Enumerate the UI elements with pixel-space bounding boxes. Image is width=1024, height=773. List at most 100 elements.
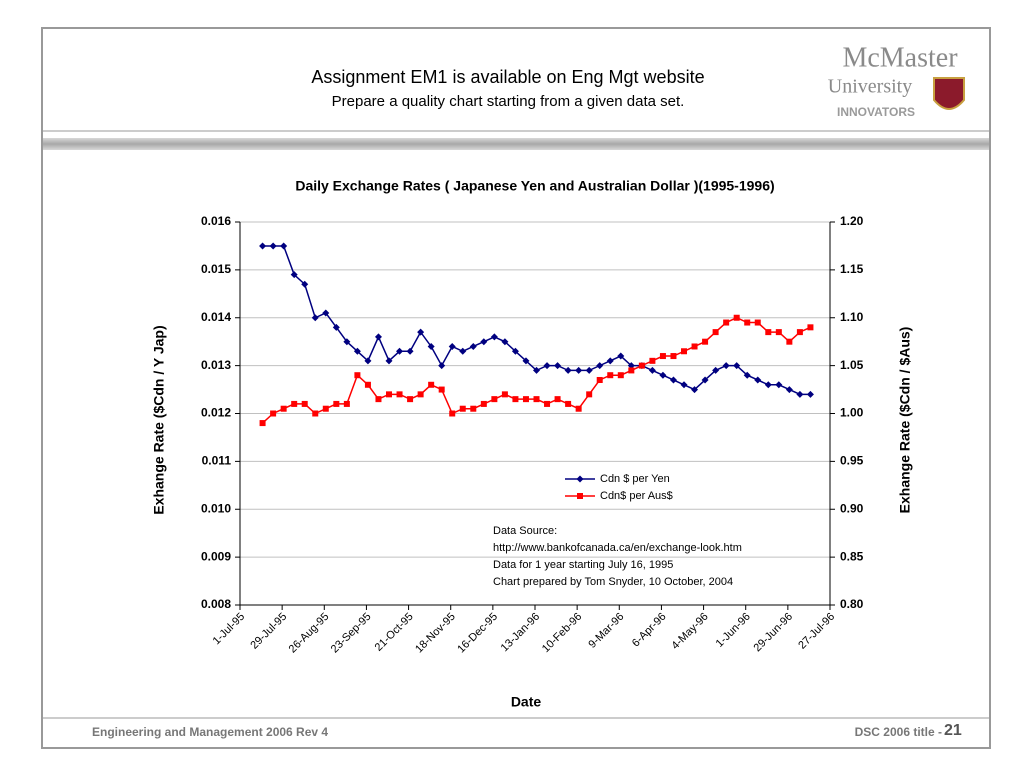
y2-axis-label: Exhange Rate ($Cdn / $Aus) — [897, 327, 913, 514]
point — [449, 410, 456, 417]
point — [617, 352, 625, 360]
point — [669, 376, 677, 384]
point — [764, 381, 772, 389]
point — [796, 390, 804, 398]
point — [490, 333, 498, 341]
point — [680, 381, 688, 389]
y2-tick-label: 0.90 — [840, 501, 864, 515]
point — [649, 357, 656, 364]
y-axis-label: Exhange Rate ($Cdn / Y Jap) — [151, 325, 167, 514]
point — [259, 420, 266, 427]
point — [617, 372, 624, 379]
point — [806, 390, 814, 398]
y-tick-label: 0.008 — [201, 597, 231, 611]
point — [354, 372, 361, 379]
annotation: Data for 1 year starting July 16, 1995 — [493, 559, 673, 571]
point — [743, 371, 751, 379]
y2-tick-label: 0.85 — [840, 549, 864, 563]
annotation: Chart prepared by Tom Snyder, 10 October… — [493, 576, 733, 588]
logo-university: University — [828, 76, 912, 98]
y2-tick-label: 1.10 — [840, 310, 864, 324]
point — [332, 323, 340, 331]
point — [512, 396, 519, 403]
point — [586, 391, 593, 398]
point — [407, 396, 414, 403]
y-tick-label: 0.016 — [201, 214, 231, 228]
point — [722, 362, 730, 370]
point — [312, 410, 319, 417]
y2-tick-label: 1.20 — [840, 214, 864, 228]
legend-label: Cdn$ per Aus$ — [600, 490, 673, 502]
point — [501, 338, 509, 346]
y-tick-label: 0.010 — [201, 501, 231, 515]
point — [396, 391, 403, 398]
point — [712, 366, 720, 374]
point — [585, 366, 593, 374]
point — [270, 410, 277, 417]
point — [501, 391, 508, 398]
point — [301, 400, 308, 407]
point — [364, 357, 372, 365]
logo-innovators: INNOVATORS — [837, 105, 915, 119]
footer-right: DSC 2006 title - — [855, 725, 942, 739]
y2-tick-label: 0.95 — [840, 454, 864, 468]
point — [417, 391, 424, 398]
point — [576, 475, 584, 483]
y-tick-label: 0.013 — [201, 358, 231, 372]
point — [438, 386, 445, 393]
annotation: http://www.bankofcanada.ca/en/exchange-l… — [493, 542, 742, 554]
x-axis-label: Date — [511, 694, 542, 710]
point — [765, 329, 772, 336]
point — [775, 329, 782, 336]
point — [712, 329, 719, 336]
point — [522, 357, 530, 365]
point — [480, 400, 487, 407]
point — [807, 324, 814, 331]
point — [543, 362, 551, 370]
point — [291, 400, 298, 407]
point — [596, 376, 603, 383]
point — [796, 329, 803, 336]
point — [691, 386, 699, 394]
point — [659, 353, 666, 360]
point — [375, 396, 382, 403]
legend-label: Cdn $ per Yen — [600, 473, 670, 485]
point — [733, 314, 740, 321]
point — [648, 366, 656, 374]
point — [259, 242, 267, 250]
point — [386, 391, 393, 398]
y2-tick-label: 0.80 — [840, 597, 864, 611]
point — [427, 342, 435, 350]
footer-left: Engineering and Management 2006 Rev 4 — [92, 725, 328, 739]
point — [596, 362, 604, 370]
point — [554, 362, 562, 370]
point — [301, 280, 309, 288]
point — [533, 396, 540, 403]
point — [459, 405, 466, 412]
logo-name: McMaster — [842, 42, 958, 73]
point — [785, 386, 793, 394]
logo-crest — [933, 77, 965, 110]
point — [775, 381, 783, 389]
point — [628, 367, 635, 374]
point — [353, 347, 361, 355]
point — [290, 271, 298, 279]
header-subtitle: Prepare a quality chart starting from a … — [332, 93, 685, 110]
y2-tick-label: 1.00 — [840, 406, 864, 420]
point — [702, 338, 709, 345]
y2-tick-label: 1.05 — [840, 358, 864, 372]
point — [564, 366, 572, 374]
page-number: 21 — [944, 722, 962, 739]
point — [754, 319, 761, 326]
point — [470, 405, 477, 412]
point — [448, 342, 456, 350]
point — [575, 366, 583, 374]
point — [754, 376, 762, 384]
chart-title: Daily Exchange Rates ( Japanese Yen and … — [295, 178, 774, 194]
point — [269, 242, 277, 250]
point — [469, 342, 477, 350]
point — [491, 396, 498, 403]
point — [638, 362, 645, 369]
y-tick-label: 0.009 — [201, 549, 231, 563]
point — [364, 381, 371, 388]
